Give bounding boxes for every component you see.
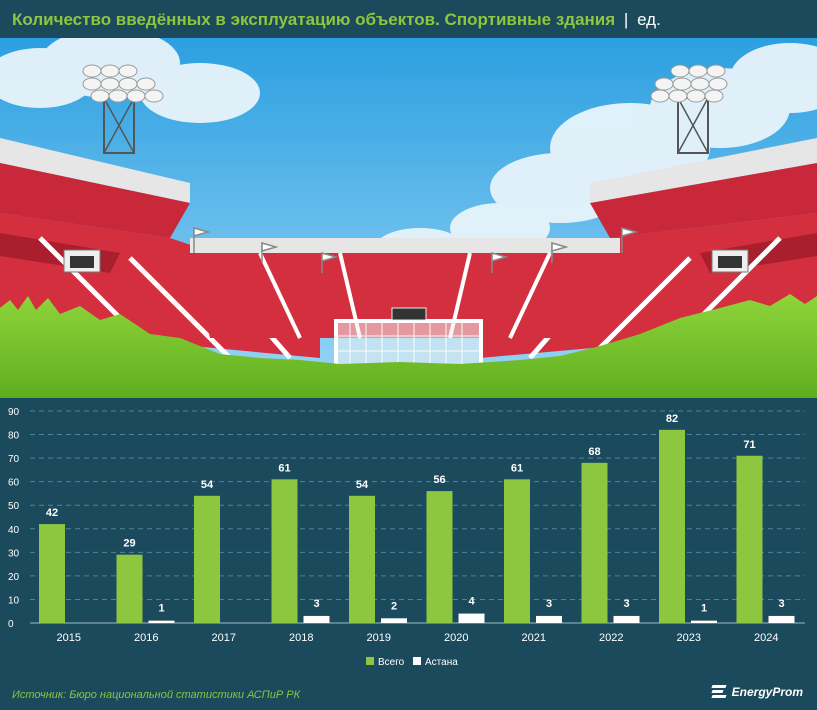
bar-total — [736, 455, 763, 623]
bar-astana — [768, 615, 795, 623]
data-label-total: 82 — [666, 413, 678, 425]
legend-label-total: Всего — [378, 657, 405, 668]
y-tick-label: 30 — [8, 548, 20, 559]
title-separator: | — [623, 10, 629, 29]
source-note: Источник: Бюро национальной статистики А… — [12, 689, 301, 701]
floodlight-left — [82, 64, 164, 154]
y-tick-label: 60 — [8, 478, 20, 489]
data-label-total: 56 — [433, 474, 445, 486]
x-tick-label: 2021 — [522, 632, 546, 644]
y-tick-label: 10 — [8, 595, 20, 606]
legend-label-astana: Астана — [425, 657, 458, 668]
grass — [0, 294, 817, 398]
bar-astana — [613, 615, 640, 623]
data-label-total: 61 — [278, 462, 290, 474]
y-tick-label: 50 — [8, 501, 20, 512]
y-tick-label: 80 — [8, 431, 20, 442]
y-tick-label: 90 — [8, 407, 20, 418]
x-tick-label: 2022 — [599, 632, 623, 644]
bar-astana — [536, 615, 562, 623]
logo-text: EnergyProm — [731, 685, 803, 699]
y-tick-label: 0 — [8, 619, 14, 630]
x-tick-label: 2017 — [212, 632, 236, 644]
data-label-astana: 1 — [158, 603, 164, 615]
bar-total — [116, 554, 143, 623]
bar-chart: 0102030405060708090422015291201654201761… — [8, 407, 805, 668]
bar-total — [271, 479, 298, 623]
x-tick-label: 2015 — [57, 632, 81, 644]
data-label-total: 71 — [743, 439, 755, 451]
goal-net — [334, 307, 483, 368]
bar-astana — [381, 618, 407, 623]
data-label-total: 29 — [123, 538, 135, 550]
bar-total — [504, 479, 530, 623]
title-bar: Количество введённых в эксплуатацию объе… — [0, 0, 817, 38]
chart-title-text: Количество введённых в эксплуатацию объе… — [12, 10, 616, 29]
chart-title: Количество введённых в эксплуатацию объе… — [12, 10, 661, 30]
bar-total — [426, 491, 453, 623]
data-label-total: 61 — [511, 462, 523, 474]
legend-swatch-astana — [413, 657, 421, 665]
data-label-astana: 3 — [778, 598, 784, 610]
footer: Источник: Бюро национальной статистики А… — [0, 683, 817, 710]
stadium-illustration — [0, 38, 817, 398]
bar-total — [39, 524, 65, 623]
chart-unit: ед. — [637, 10, 661, 29]
stand-back — [190, 227, 639, 339]
x-tick-label: 2023 — [677, 632, 701, 644]
data-label-astana: 4 — [468, 596, 475, 608]
x-tick-label: 2019 — [367, 632, 391, 644]
energyprom-logo: EnergyProm — [711, 685, 803, 699]
data-label-astana: 1 — [701, 603, 707, 615]
y-tick-label: 20 — [8, 572, 20, 583]
y-tick-label: 70 — [8, 454, 20, 465]
bar-total — [581, 462, 608, 623]
x-tick-label: 2024 — [754, 632, 778, 644]
bar-total — [349, 495, 375, 623]
x-tick-label: 2016 — [134, 632, 158, 644]
legend-swatch-total — [366, 657, 374, 665]
data-label-astana: 2 — [391, 600, 397, 612]
data-label-total: 54 — [201, 479, 214, 491]
data-label-total: 54 — [356, 479, 369, 491]
data-label-astana: 3 — [623, 598, 629, 610]
floodlight-right — [650, 64, 728, 154]
bar-total — [659, 429, 685, 623]
bar-total — [194, 495, 220, 623]
data-label-total: 68 — [588, 446, 600, 458]
logo-mark-icon — [711, 685, 728, 699]
data-label-astana: 3 — [546, 598, 552, 610]
data-label-total: 42 — [46, 507, 58, 519]
bar-astana — [458, 613, 485, 623]
y-tick-label: 40 — [8, 525, 20, 536]
x-tick-label: 2020 — [444, 632, 468, 644]
bar-astana — [148, 620, 175, 623]
bar-astana — [691, 620, 717, 623]
data-label-astana: 3 — [313, 598, 319, 610]
x-tick-label: 2018 — [289, 632, 313, 644]
bar-astana — [303, 615, 330, 623]
